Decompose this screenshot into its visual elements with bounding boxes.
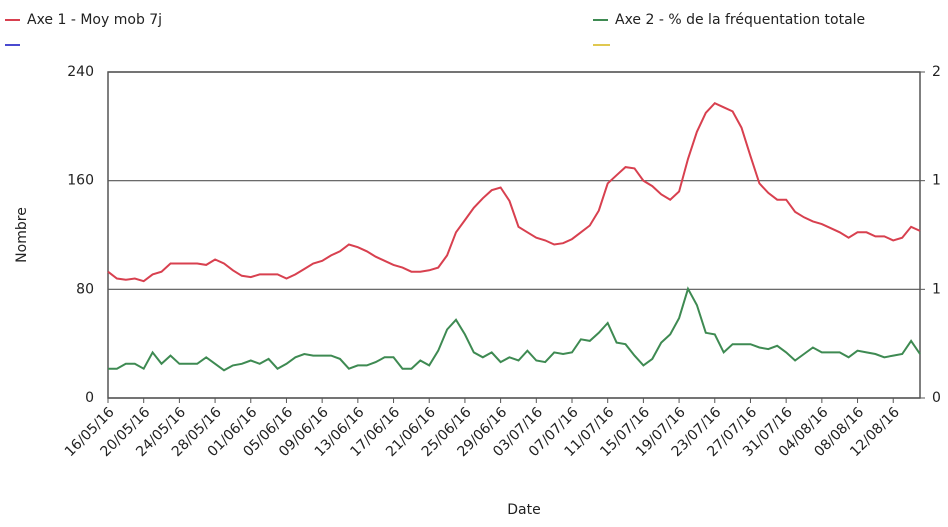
legend-label: Axe 1 - Moy mob 7j <box>27 12 162 28</box>
y-tick-label: 160 <box>67 173 94 189</box>
series-line <box>107 101 921 283</box>
series-line <box>108 286 921 372</box>
y2-tick-label: 1 <box>932 173 941 189</box>
y2-tick-label: 0 <box>932 390 941 406</box>
x-axis-title: Date <box>507 502 540 518</box>
y-tick-label: 240 <box>67 64 94 80</box>
y-tick-label: 0 <box>85 390 94 406</box>
y-tick-label: 80 <box>76 281 94 297</box>
plot-frame <box>107 71 921 399</box>
y2-tick-label: 2 <box>932 64 941 80</box>
y2-tick-label: 1 <box>932 281 941 297</box>
legend-label: Axe 2 - % de la fréquentation totale <box>615 12 865 28</box>
y-axis-title: Nombre <box>14 207 30 263</box>
